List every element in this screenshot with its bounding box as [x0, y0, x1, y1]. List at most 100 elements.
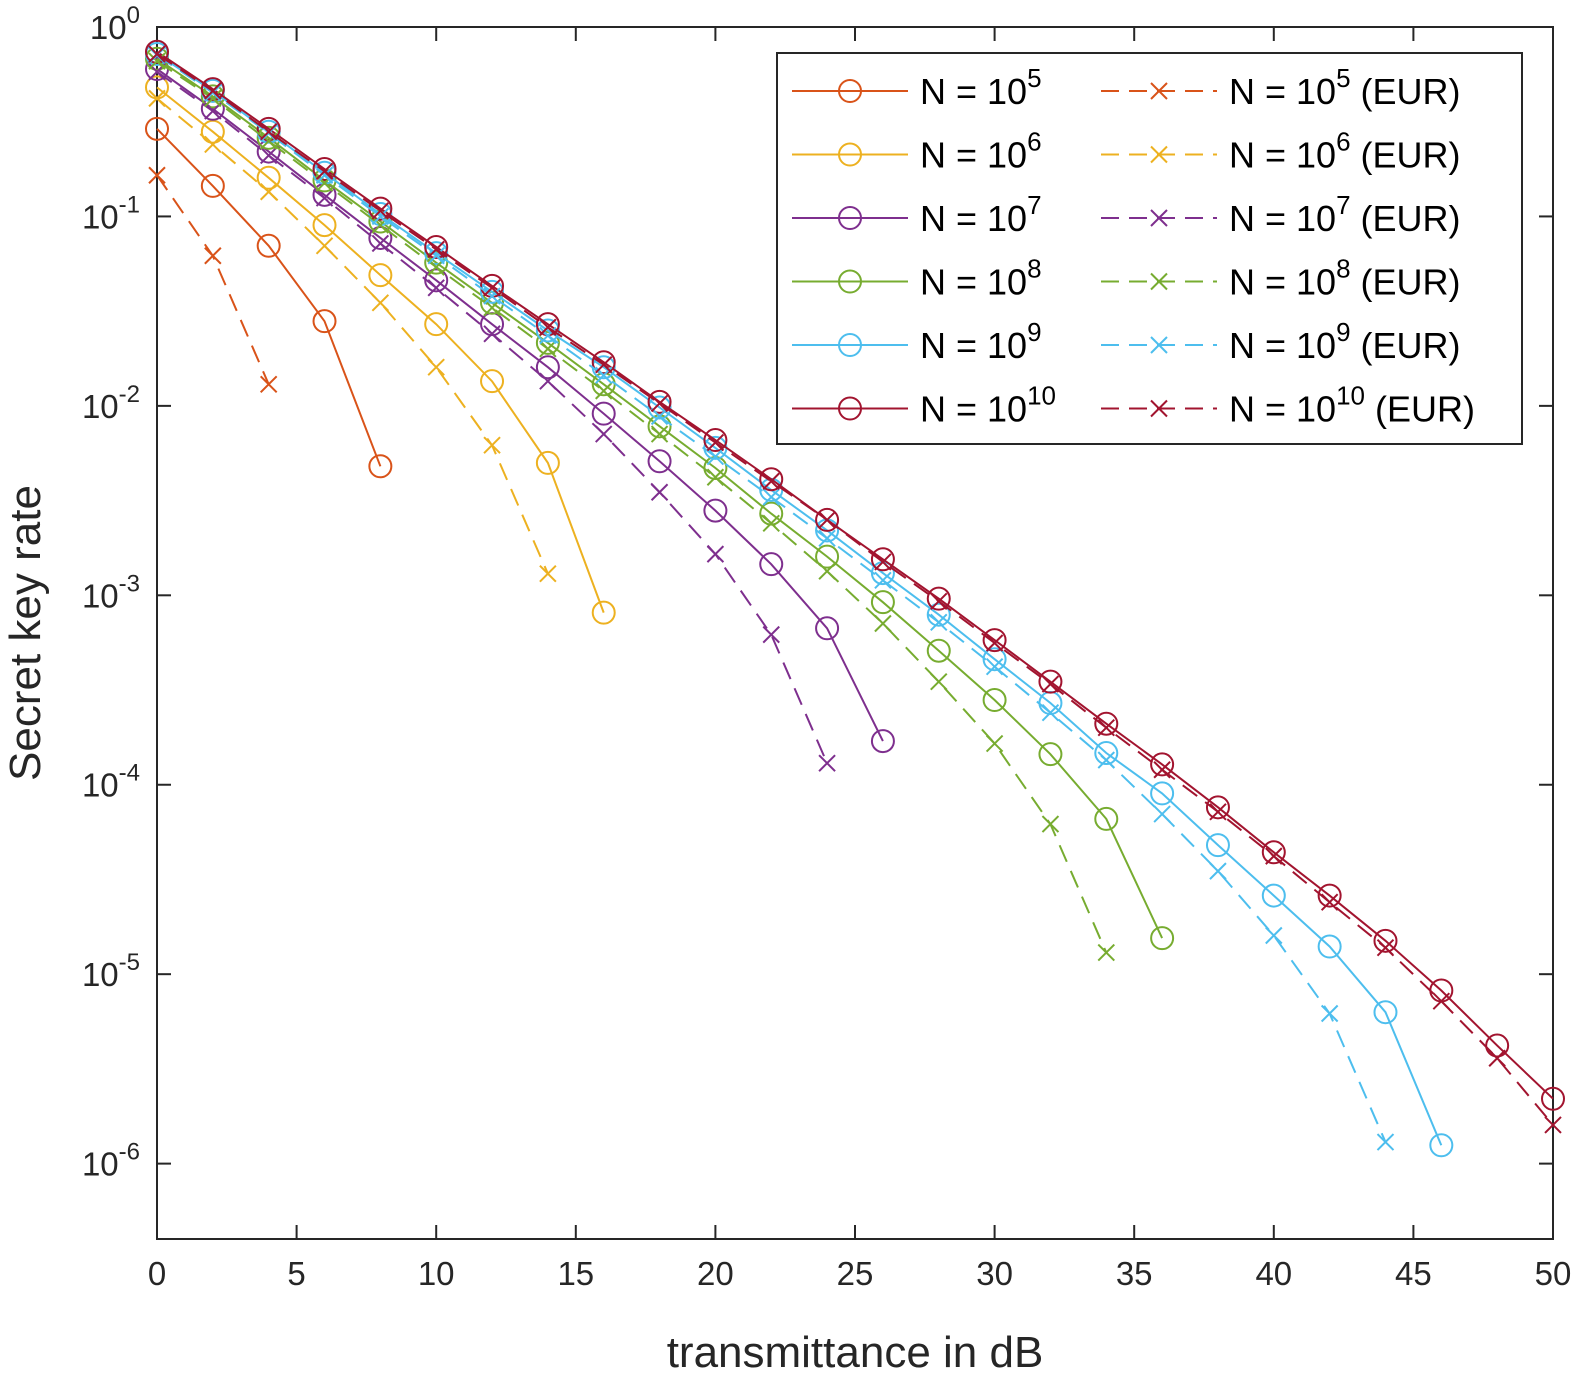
- data-point: [204, 135, 222, 154]
- data-point: [539, 318, 557, 336]
- series-12: [148, 45, 1562, 1134]
- data-point: [1265, 926, 1283, 945]
- data-point: [762, 514, 780, 532]
- y-tick-label: 10-4: [82, 760, 140, 804]
- legend-marker: [1150, 272, 1168, 291]
- data-point: [368, 263, 393, 288]
- data-point: [595, 355, 613, 374]
- data-point: [647, 449, 672, 474]
- data-point: [539, 372, 557, 390]
- legend-label: N = 109 (EUR): [1229, 317, 1461, 366]
- legend-label: N = 1010: [920, 381, 1056, 430]
- data-point: [535, 330, 560, 355]
- data-point: [706, 433, 725, 452]
- series-11: [148, 46, 1395, 1151]
- data-point: [1153, 805, 1171, 823]
- data-point: [315, 189, 334, 207]
- data-point: [315, 166, 334, 184]
- series-line: [156, 128, 382, 467]
- data-point: [1153, 761, 1171, 779]
- data-point: [703, 428, 728, 453]
- data-point: [1097, 719, 1115, 737]
- data-point: [818, 562, 836, 580]
- data-point: [985, 634, 1004, 652]
- data-point: [145, 39, 169, 64]
- data-point: [706, 545, 725, 563]
- data-point: [759, 467, 784, 492]
- data-point: [1205, 795, 1230, 820]
- data-point: [647, 389, 672, 414]
- data-point: [480, 369, 505, 394]
- data-point: [926, 586, 951, 611]
- series-line: [156, 97, 549, 575]
- data-point: [539, 340, 557, 358]
- data-point: [371, 207, 390, 226]
- data-point: [650, 394, 669, 413]
- data-point: [315, 162, 334, 181]
- data-point: [427, 240, 445, 259]
- data-point: [259, 375, 278, 393]
- data-point: [1205, 833, 1230, 858]
- legend-entry: N = 106 (EUR): [1101, 127, 1461, 176]
- legend-entry: N = 1010 (EUR): [1101, 381, 1475, 430]
- data-point: [1041, 675, 1060, 693]
- data-point: [1038, 742, 1063, 767]
- data-point: [371, 294, 390, 312]
- data-point: [148, 166, 166, 184]
- y-tick-labels: 10-6 10-5 10-4 10-3 10-2 10-1 100: [82, 2, 140, 1183]
- data-point: [1373, 1000, 1398, 1025]
- data-point: [424, 234, 449, 259]
- data-point: [368, 225, 393, 250]
- data-point: [926, 638, 951, 663]
- data-point: [818, 529, 836, 547]
- x-tick-labels: 0 5 10 15 20 25 30 35 40 45 50: [148, 1255, 1572, 1292]
- data-point: [148, 89, 166, 108]
- data-point: [1488, 1049, 1506, 1067]
- data-point: [1261, 840, 1286, 865]
- data-point: [591, 350, 616, 375]
- data-point: [259, 123, 278, 141]
- x-tick-label: 20: [697, 1255, 734, 1292]
- data-point: [312, 213, 337, 238]
- legend-marker: [838, 206, 862, 230]
- data-point: [1097, 751, 1115, 769]
- data-point: [483, 325, 501, 343]
- data-point: [1376, 1133, 1395, 1151]
- data-point: [312, 309, 337, 334]
- legend-label: N = 107: [920, 190, 1042, 239]
- data-point: [483, 279, 501, 297]
- data-point: [870, 547, 895, 572]
- data-point: [259, 146, 278, 165]
- x-tick-label: 50: [1535, 1255, 1572, 1292]
- data-point: [815, 507, 840, 532]
- data-point: [591, 401, 616, 426]
- legend-label: N = 108 (EUR): [1229, 254, 1461, 303]
- series-group: [145, 39, 1565, 1158]
- series-line: [156, 53, 1554, 1126]
- data-point: [427, 358, 445, 376]
- data-point: [371, 202, 390, 220]
- legend-entry: N = 107: [792, 190, 1042, 239]
- legend-marker: [1150, 399, 1168, 418]
- legend-label: N = 106: [920, 127, 1042, 176]
- series-line: [156, 60, 1108, 953]
- data-point: [200, 77, 225, 102]
- legend-marker: [1150, 145, 1168, 164]
- data-point: [368, 454, 393, 479]
- data-point: [985, 734, 1004, 753]
- data-point: [256, 233, 281, 258]
- data-point: [427, 279, 445, 297]
- data-point: [1320, 893, 1339, 911]
- legend-entry: N = 105: [792, 63, 1042, 112]
- series-10: [148, 52, 1115, 962]
- data-point: [650, 483, 669, 501]
- legend-label: N = 1010 (EUR): [1229, 381, 1475, 430]
- data-point: [591, 600, 616, 625]
- x-tick-label: 35: [1116, 1255, 1153, 1292]
- data-point: [1038, 669, 1063, 694]
- data-point: [204, 82, 222, 100]
- data-point: [1265, 847, 1283, 865]
- legend-marker: [838, 396, 862, 421]
- legend-label: N = 106 (EUR): [1229, 127, 1461, 176]
- y-tick-label: 10-3: [82, 570, 140, 614]
